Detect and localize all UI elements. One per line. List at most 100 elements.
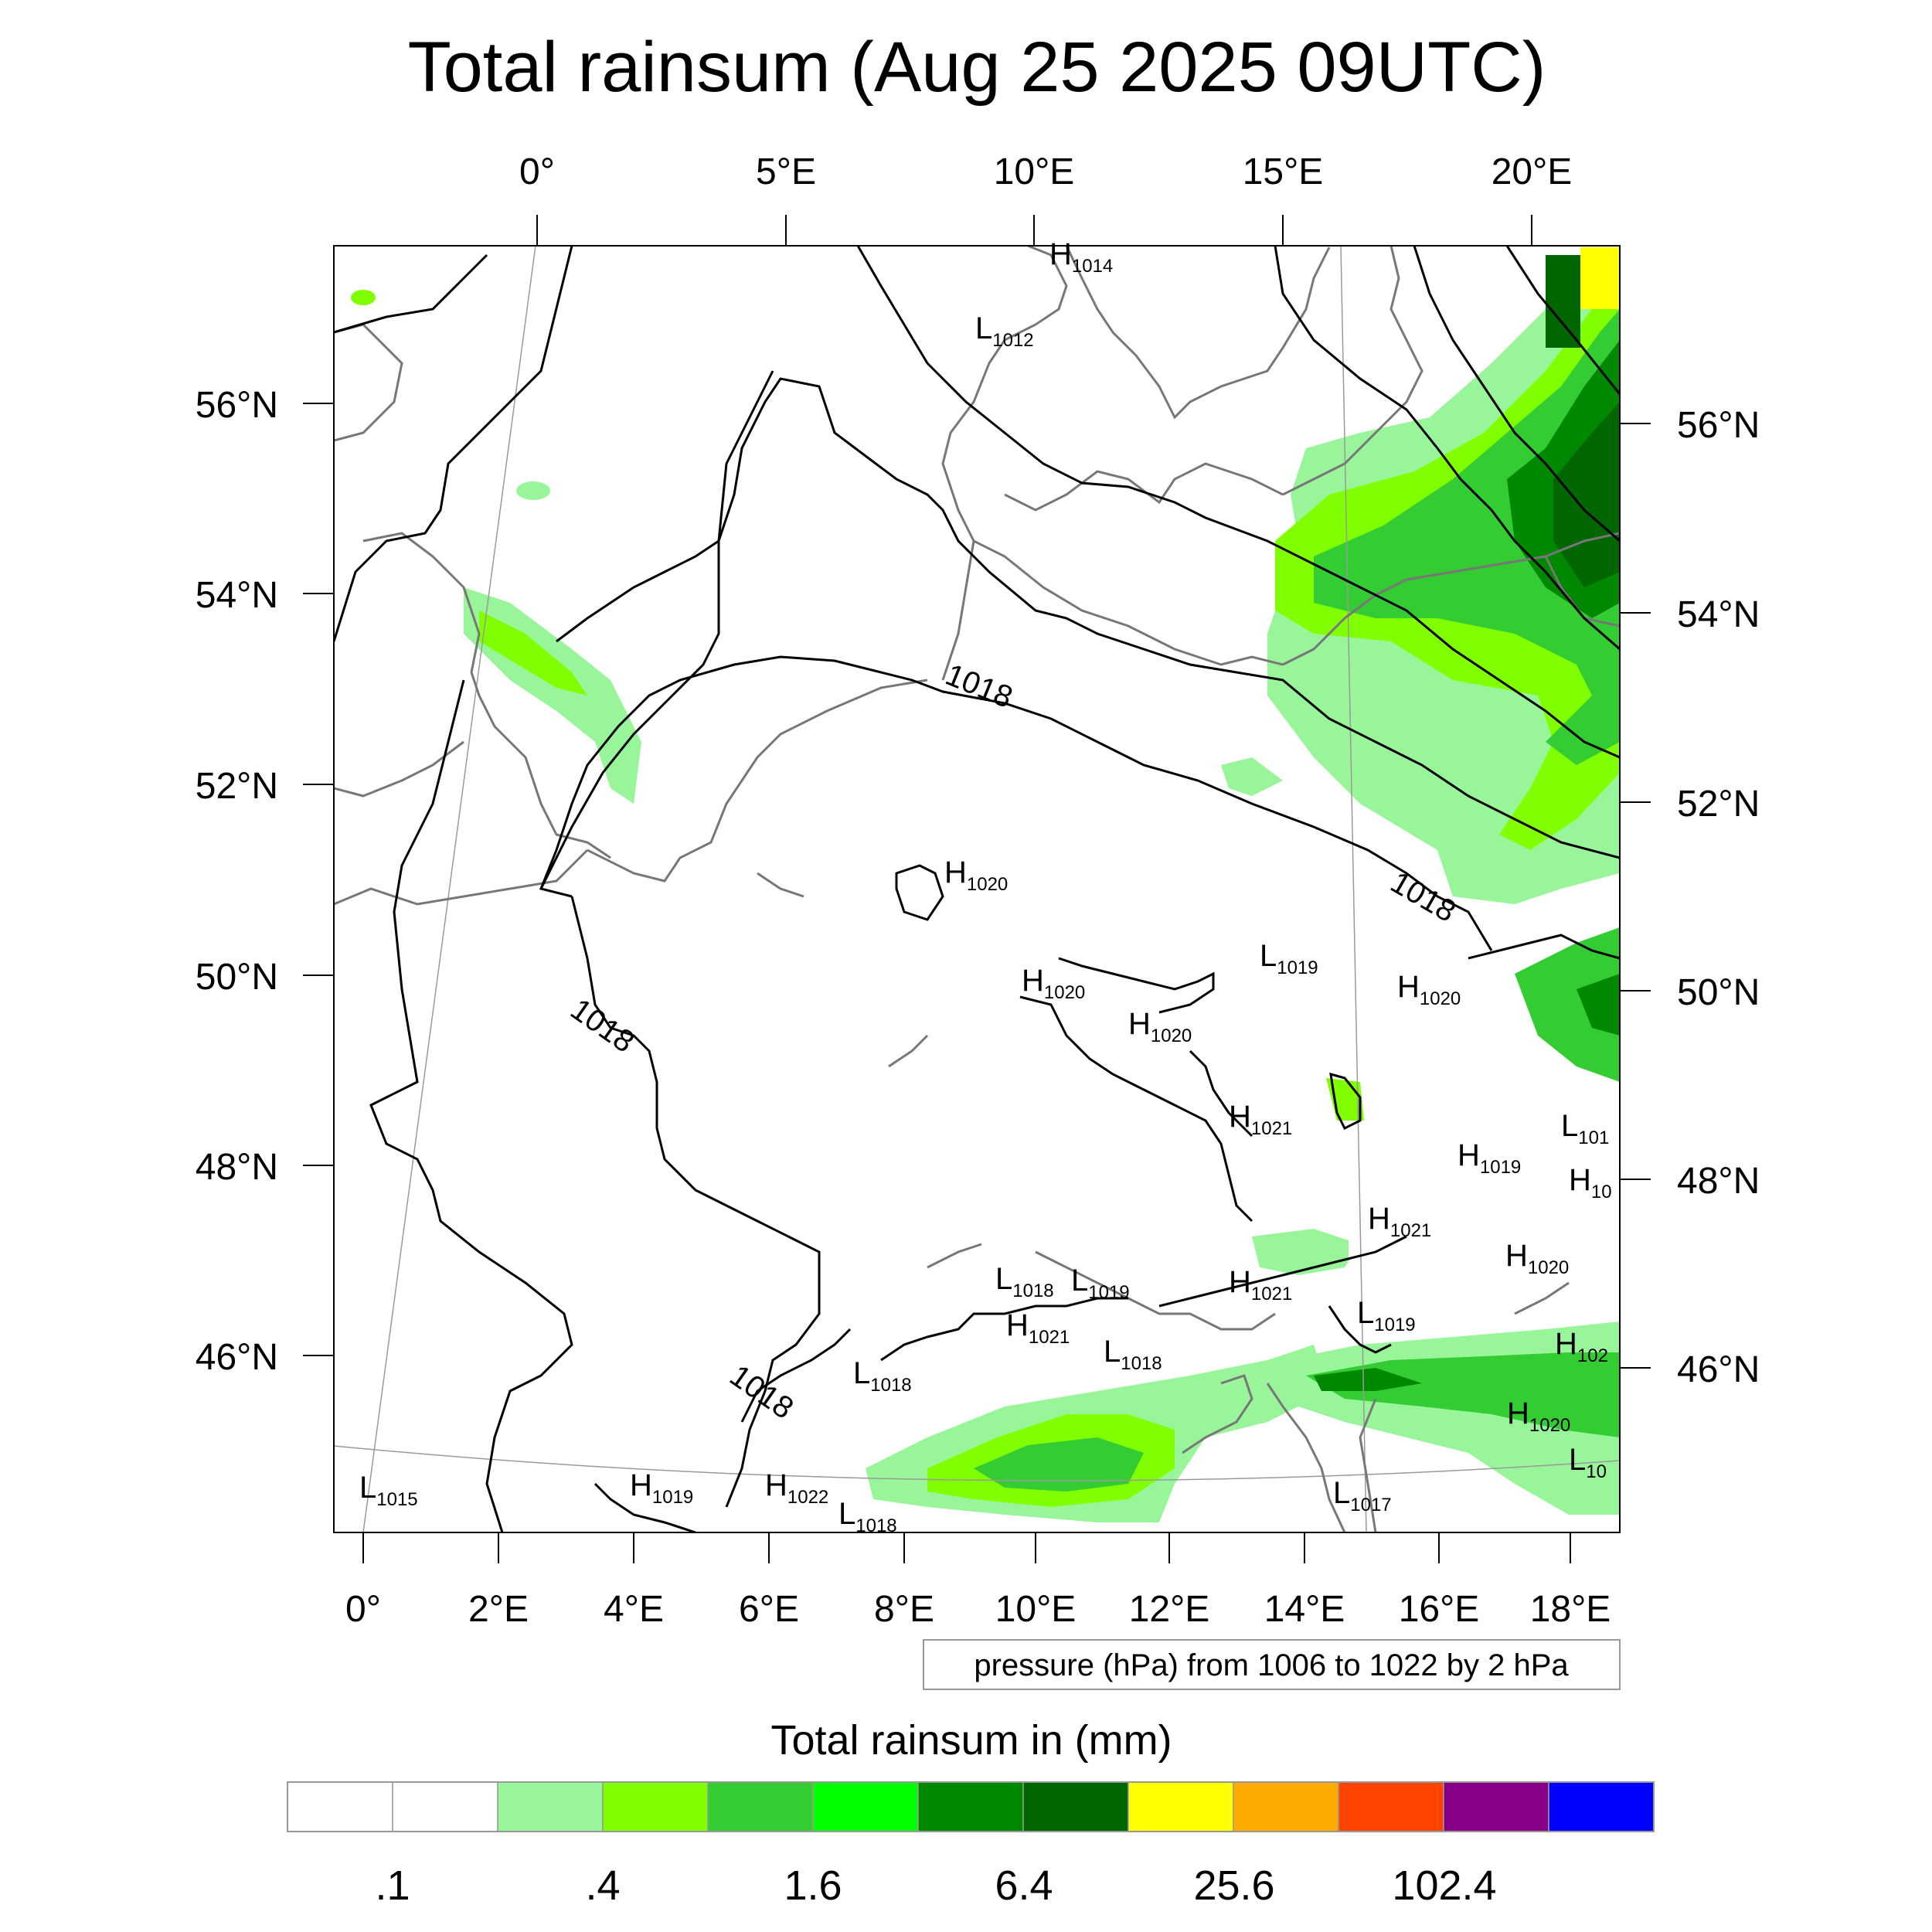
- contour-info-text: pressure (hPa) from 1006 to 1022 by 2 hP…: [974, 1648, 1569, 1682]
- rain-area-southeast-core: [1314, 1368, 1422, 1391]
- isobar-h1020-center: [895, 864, 944, 921]
- colorbar-labels: .1 .4 1.6 6.4 25.6 102.4: [375, 1862, 1496, 1909]
- bottom-lon-label: 2°E: [468, 1589, 529, 1630]
- pressure-center: H1020: [1128, 1007, 1192, 1046]
- pressure-center: H102: [1555, 1327, 1608, 1366]
- left-ticks: [303, 403, 334, 1356]
- colorbar-swatch: [707, 1781, 814, 1832]
- isobar-northeast-3: [1413, 246, 1620, 543]
- isobar-north-bump: [556, 377, 1620, 859]
- isobar-northeast-2: [1274, 246, 1620, 651]
- colorbar-swatch: [602, 1781, 709, 1832]
- right-lat-label: 48°N: [1677, 1161, 1760, 1202]
- isobar-czech-loop: [1329, 1072, 1362, 1131]
- map-frame: [333, 245, 1621, 1533]
- pressure-center: L1018: [853, 1356, 912, 1396]
- bottom-lon-label: 16°E: [1399, 1589, 1480, 1630]
- rain-mask-h1021: [1349, 1213, 1410, 1260]
- isobar-alps-3: [1328, 1305, 1392, 1354]
- isobar-label: 1018: [564, 992, 640, 1060]
- contour-info-box: pressure (hPa) from 1006 to 1022 by 2 hP…: [923, 1639, 1621, 1690]
- isobar-alps-2: [1158, 1235, 1407, 1308]
- pressure-center: H10: [1569, 1163, 1612, 1202]
- pressure-center: H1019: [1458, 1138, 1521, 1178]
- colorbar-swatch: [1022, 1781, 1129, 1832]
- isobar-1018-north: [539, 370, 774, 889]
- rain-area-alps-core: [974, 1437, 1144, 1492]
- colorbar-swatch: [287, 1781, 393, 1832]
- pressure-center: L1019: [1260, 939, 1318, 978]
- isobar-sw-2: [740, 1328, 852, 1423]
- colorbar-swatch: [392, 1781, 498, 1832]
- right-lat-label: 50°N: [1677, 972, 1760, 1013]
- isobar-northeast-4: [1505, 246, 1620, 395]
- colorbar-label: .4: [585, 1862, 620, 1909]
- rain-area-corner-max: [1580, 247, 1619, 309]
- pressure-center: H1021: [1368, 1202, 1431, 1241]
- left-lat-label: 56°N: [196, 385, 278, 426]
- right-lat-label: 54°N: [1677, 594, 1760, 635]
- pressure-center: H1020: [1507, 1396, 1570, 1436]
- isobar-sw: [594, 1482, 696, 1532]
- isobar-h1020-b: [1019, 995, 1253, 1223]
- bottom-lon-label: 10°E: [995, 1589, 1077, 1630]
- colorbar-label: 25.6: [1193, 1862, 1274, 1909]
- top-lon-labels: 0° 5°E 10°E 15°E 20°E: [519, 151, 1572, 192]
- left-lat-label: 48°N: [196, 1147, 278, 1188]
- bottom-lon-label: 8°E: [874, 1589, 934, 1630]
- pressure-centers: H1014 L1012 H1020 H1020 H1020 L1019 H102…: [359, 237, 1612, 1536]
- pressure-center: H1020: [1397, 970, 1461, 1009]
- left-lat-label: 54°N: [196, 575, 278, 616]
- right-lat-label: 52°N: [1677, 784, 1760, 825]
- colorbar-swatch: [812, 1781, 919, 1832]
- left-lat-label: 46°N: [196, 1337, 278, 1378]
- colorbar-swatch: [1548, 1781, 1655, 1832]
- isobar-label: 1018: [723, 1359, 799, 1426]
- left-lat-label: 50°N: [196, 957, 278, 998]
- colorbar-swatch: [1338, 1781, 1444, 1832]
- pressure-center: L1019: [1357, 1296, 1416, 1335]
- isobar-west-edge: [334, 253, 488, 334]
- colorbar-label: 1.6: [784, 1862, 842, 1909]
- colorbar-frame: [287, 1781, 1655, 1832]
- pressure-center: H1014: [1049, 237, 1113, 277]
- pressure-center: H1021: [1229, 1100, 1292, 1139]
- rain-area-northeast-max: [1553, 402, 1620, 587]
- colorbar-swatch: [497, 1781, 604, 1832]
- isobar-h1020-a: [1058, 957, 1215, 1014]
- right-lat-label: 46°N: [1677, 1349, 1760, 1390]
- top-lon-label: 10°E: [994, 151, 1075, 192]
- precipitation-field: [351, 247, 1620, 1522]
- pressure-center: L1015: [359, 1471, 418, 1510]
- isobar-label: 1018: [940, 658, 1017, 715]
- isobar-1018-main: [539, 655, 1493, 951]
- colorbar-swatch: [1443, 1781, 1549, 1832]
- isobar-west-3: [369, 679, 573, 1532]
- pressure-center: H1020: [1505, 1239, 1569, 1278]
- rain-spot-north-sea: [351, 290, 376, 305]
- bottom-lon-label: 0°: [345, 1589, 381, 1630]
- colorbar-label: .1: [375, 1862, 410, 1909]
- bottom-lon-labels: 0° 2°E 4°E 6°E 8°E 10°E 12°E 14°E 16°E 1…: [345, 1589, 1611, 1630]
- top-ticks: [536, 215, 1532, 246]
- isobar-west-2: [334, 246, 573, 642]
- colorbar-swatch: [917, 1781, 1024, 1832]
- top-lon-label: 20°E: [1492, 151, 1573, 192]
- colorbar: [287, 1781, 1655, 1832]
- colorbar-label: 102.4: [1392, 1862, 1496, 1909]
- pressure-center: L1017: [1333, 1476, 1392, 1515]
- bottom-lon-label: 18°E: [1530, 1589, 1611, 1630]
- colorbar-swatch: [1128, 1781, 1234, 1832]
- isobar-northeast-1: [856, 246, 1620, 759]
- bottom-lon-label: 4°E: [604, 1589, 664, 1630]
- rain-area-northeast-inner: [1314, 309, 1620, 765]
- bottom-lon-label: 12°E: [1129, 1589, 1210, 1630]
- figure-title: Total rainsum (Aug 25 2025 09UTC): [408, 28, 1546, 107]
- pressure-center: L1018: [838, 1497, 897, 1536]
- rain-area-west-band-core: [479, 611, 587, 696]
- pressure-center: H1022: [765, 1468, 828, 1508]
- rain-area-poland-south: [1221, 757, 1283, 796]
- pressure-center: L1018: [995, 1262, 1054, 1301]
- top-lon-label: 15°E: [1243, 151, 1324, 192]
